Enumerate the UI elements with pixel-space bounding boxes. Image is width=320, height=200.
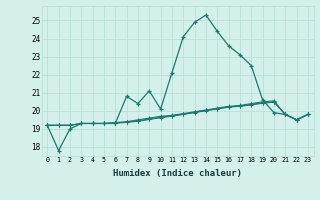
- X-axis label: Humidex (Indice chaleur): Humidex (Indice chaleur): [113, 169, 242, 178]
